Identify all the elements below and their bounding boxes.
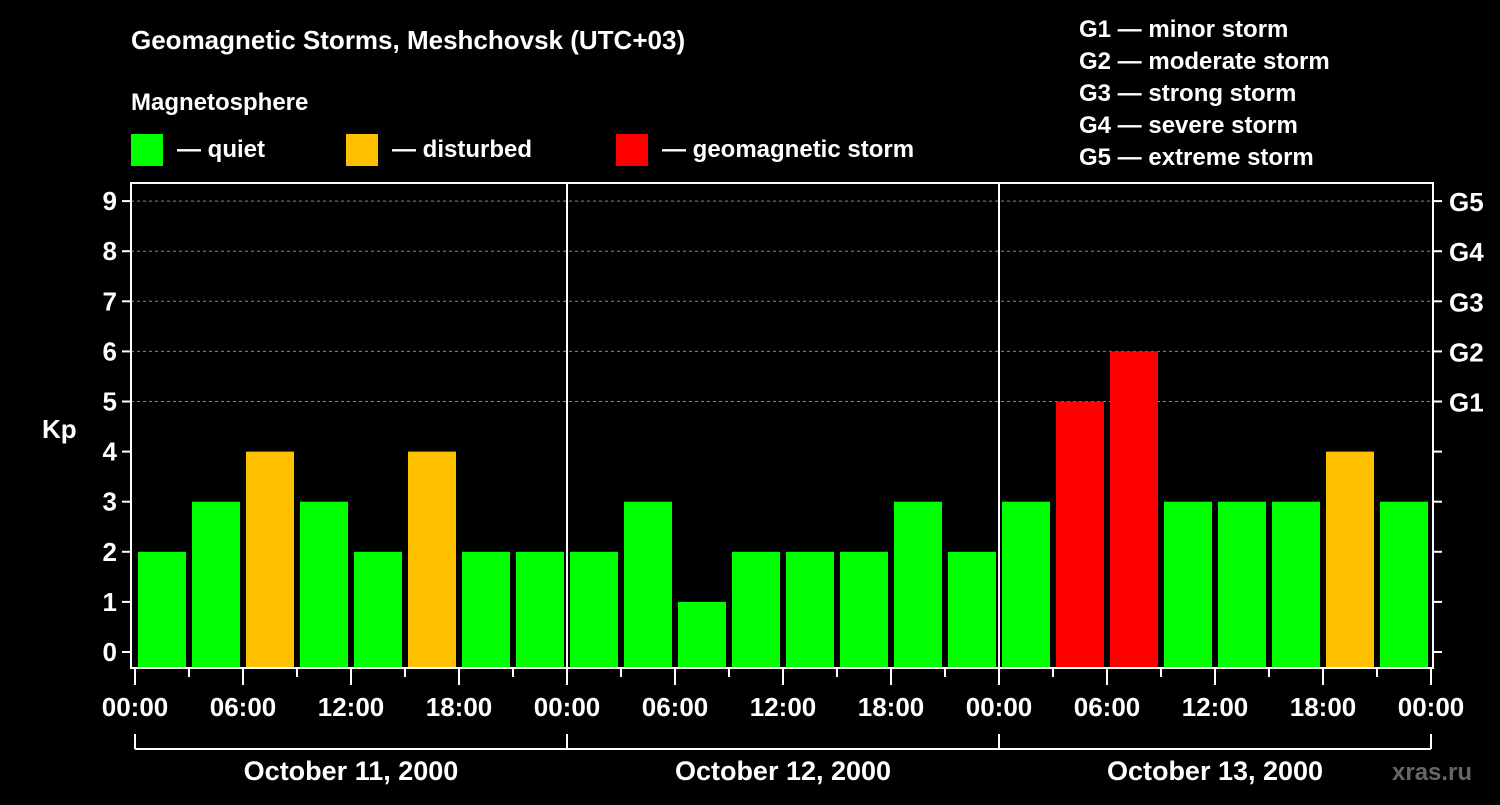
legend-label: — quiet <box>177 136 265 163</box>
chart-title: Geomagnetic Storms, Meshchovsk (UTC+03) <box>131 25 685 55</box>
legend-title: Magnetosphere <box>131 89 308 116</box>
legend-swatch <box>346 134 378 166</box>
right-tick-label: G2 <box>1449 337 1484 367</box>
x-tick-label: 12:00 <box>1182 692 1249 722</box>
y-tick-label: 8 <box>103 236 117 266</box>
bar <box>732 551 780 668</box>
y-tick-label: 2 <box>103 537 117 567</box>
day-label: October 11, 2000 <box>244 756 459 786</box>
scale-legend-item: G4 — severe storm <box>1079 112 1298 139</box>
bar <box>300 501 348 668</box>
bar <box>786 551 834 668</box>
x-tick-label: 00:00 <box>534 692 601 722</box>
bar <box>1002 501 1050 668</box>
y-tick-label: 6 <box>103 336 117 366</box>
bar <box>1110 351 1158 668</box>
scale-legend-item: G2 — moderate storm <box>1079 48 1330 75</box>
right-tick-label: G5 <box>1449 187 1484 217</box>
scale-legend: G1 — minor storm G2 — moderate storm G3 — … <box>1079 16 1330 171</box>
y-tick-label: 9 <box>103 186 117 216</box>
bar <box>1056 401 1104 668</box>
bar <box>1380 501 1428 668</box>
bar <box>354 551 402 668</box>
bar <box>462 551 510 668</box>
x-tick-label: 06:00 <box>642 692 709 722</box>
x-tick-label: 00:00 <box>1398 692 1465 722</box>
bar <box>894 501 942 668</box>
x-tick-label: 12:00 <box>750 692 817 722</box>
right-tick-label: G3 <box>1449 287 1484 317</box>
scale-legend-item: G1 — minor storm <box>1079 16 1288 43</box>
legend-swatch <box>131 134 163 166</box>
legend-label: — disturbed <box>392 136 532 163</box>
bar <box>408 451 456 668</box>
bar <box>192 501 240 668</box>
y-tick-label: 3 <box>103 487 117 517</box>
bar <box>1218 501 1266 668</box>
bar <box>516 551 564 668</box>
x-tick-label: 00:00 <box>102 692 169 722</box>
y-tick-label: 4 <box>103 437 118 467</box>
bar <box>246 451 294 668</box>
scale-legend-item: G3 — strong storm <box>1079 80 1296 107</box>
bar <box>1164 501 1212 668</box>
x-tick-label: 06:00 <box>1074 692 1141 722</box>
scale-legend-item: G5 — extreme storm <box>1079 144 1314 171</box>
bar <box>570 551 618 668</box>
y-axis-label: Kp <box>42 414 77 444</box>
x-tick-label: 12:00 <box>318 692 385 722</box>
bar <box>138 551 186 668</box>
right-tick-label: G1 <box>1449 388 1484 418</box>
y-tick-label: 5 <box>103 387 117 417</box>
legend-swatch <box>616 134 648 166</box>
plot-area: 0 1 2 3 4 5 6 7 8 9 G1 G2 G3 G4 G5 00:00 06:00 12:00 18:00… <box>102 182 1484 786</box>
legend: — quiet — disturbed — geomagnetic storm <box>131 134 914 166</box>
bar <box>840 551 888 668</box>
bar <box>1272 501 1320 668</box>
right-tick-label: G4 <box>1449 237 1484 267</box>
watermark: xras.ru <box>1392 759 1472 786</box>
y-tick-label: 7 <box>103 286 117 316</box>
bar <box>624 501 672 668</box>
bar <box>1326 451 1374 668</box>
y-tick-label: 1 <box>103 587 117 617</box>
x-tick-label: 06:00 <box>210 692 277 722</box>
bar <box>948 551 996 668</box>
y-tick-label: 0 <box>103 637 117 667</box>
x-tick-label: 00:00 <box>966 692 1033 722</box>
x-tick-label: 18:00 <box>426 692 493 722</box>
day-label: October 13, 2000 <box>1107 756 1323 786</box>
day-label: October 12, 2000 <box>675 756 891 786</box>
x-tick-label: 18:00 <box>1290 692 1357 722</box>
legend-label: — geomagnetic storm <box>662 136 914 163</box>
bar <box>678 601 726 668</box>
x-tick-label: 18:00 <box>858 692 925 722</box>
